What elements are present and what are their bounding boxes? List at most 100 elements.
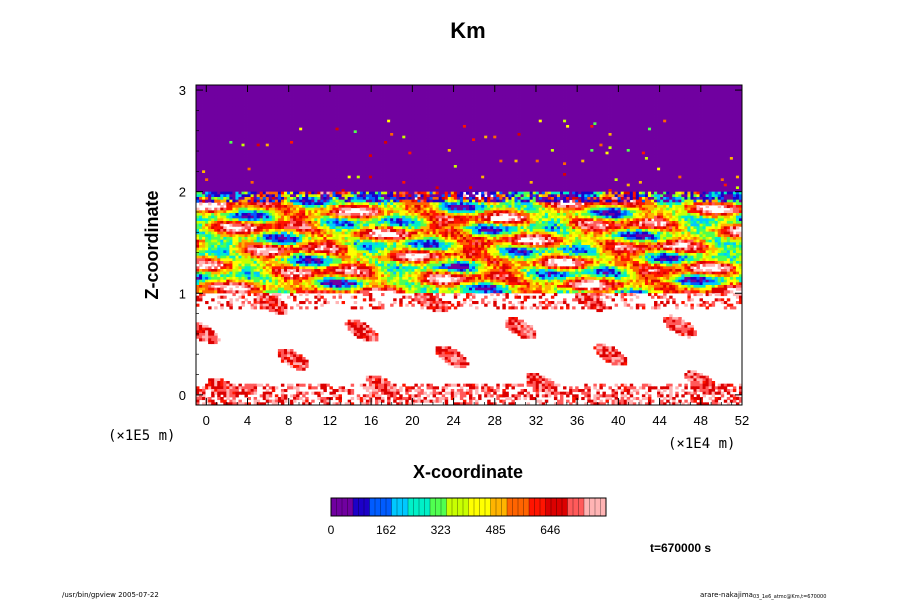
heatmap-cell (711, 109, 716, 113)
heatmap-cell (702, 130, 706, 134)
heatmap-cell (402, 138, 406, 142)
heatmap-cell (262, 114, 267, 118)
heatmap-cell (217, 127, 221, 131)
heatmap-cell (435, 149, 440, 153)
heatmap-cell (247, 95, 251, 99)
heatmap-cell (290, 90, 294, 94)
heatmap-cell (617, 114, 622, 118)
heatmap-cell (720, 117, 725, 121)
heatmap-cell (541, 138, 546, 142)
heatmap-cell (271, 143, 276, 147)
heatmap-cell (620, 93, 625, 97)
heatmap-cell (723, 90, 728, 94)
heatmap-cell (253, 117, 258, 121)
heatmap-cell (447, 133, 452, 137)
heatmap-cell (596, 154, 600, 158)
heatmap-cell (356, 122, 361, 126)
heatmap-cell (414, 157, 418, 161)
heatmap-cell (666, 127, 670, 131)
heatmap-cell (259, 138, 264, 142)
heatmap-cell (453, 135, 458, 139)
heatmap-cell (311, 143, 315, 147)
heatmap-cell (593, 95, 597, 99)
heatmap-cell (362, 98, 367, 102)
heatmap-cell (302, 157, 306, 161)
heatmap-cell (723, 133, 728, 137)
heatmap-cell (317, 135, 321, 139)
heatmap-cell (335, 151, 339, 155)
heatmap-cell (441, 149, 446, 153)
heatmap-cell (526, 157, 531, 161)
heatmap-cell (450, 103, 455, 107)
heatmap-cell (320, 143, 324, 147)
heatmap-cell (608, 151, 612, 155)
heatmap-cell (496, 93, 500, 97)
heatmap-cell (420, 122, 424, 126)
heatmap-cell (199, 101, 203, 105)
heatmap-cell (320, 101, 324, 105)
heatmap-cell (335, 130, 339, 134)
heatmap-cell (359, 106, 364, 110)
heatmap-cell (681, 122, 685, 126)
heatmap-cell (572, 93, 576, 97)
heatmap-cell (663, 138, 667, 142)
heatmap-cell (256, 149, 261, 153)
heatmap-cell (280, 143, 285, 147)
heatmap-cell (563, 85, 567, 89)
heatmap-cell (705, 111, 710, 115)
heatmap-cell (617, 111, 622, 115)
heatmap-cell (408, 85, 412, 89)
heatmap-cell (199, 106, 203, 110)
heatmap-cell (638, 87, 643, 91)
heatmap-cell (705, 138, 710, 142)
heatmap-cell (678, 90, 682, 94)
heatmap-cell (472, 98, 476, 102)
heatmap-cell (235, 98, 239, 102)
heatmap-cell (611, 87, 615, 91)
heatmap-cell (614, 85, 619, 89)
heatmap-cell (253, 151, 258, 155)
heatmap-cell (250, 93, 255, 97)
heatmap-cell (620, 151, 625, 155)
heatmap-cell (332, 146, 336, 150)
heatmap-cell (450, 151, 455, 155)
heatmap-cell (332, 85, 336, 89)
heatmap-cell (226, 111, 230, 115)
heatmap-cell (484, 151, 488, 155)
heatmap-cell (387, 125, 391, 129)
heatmap-cell (693, 146, 697, 150)
heatmap-cell (693, 138, 697, 142)
heatmap-cell (226, 141, 230, 145)
heatmap-cell (581, 122, 585, 126)
heatmap-cell (553, 114, 558, 118)
heatmap-cell (593, 143, 597, 147)
heatmap-cell (635, 114, 640, 118)
heatmap-cell (511, 138, 515, 142)
heatmap-cell (268, 101, 273, 105)
heatmap-cell (384, 98, 388, 102)
heatmap-cell (453, 141, 458, 145)
heatmap-cell (244, 111, 248, 115)
heatmap-cell (547, 135, 552, 139)
heatmap-cell (556, 117, 561, 121)
heatmap-cell (235, 138, 239, 142)
heatmap-cell (632, 90, 637, 94)
heatmap-cell (274, 98, 279, 102)
heatmap-cell (399, 157, 403, 161)
heatmap-cell (529, 101, 534, 105)
heatmap-cell (287, 103, 291, 107)
heatmap-cell (505, 133, 509, 137)
heatmap-cell (590, 122, 594, 126)
heatmap-cell (654, 146, 658, 150)
heatmap-cell (320, 87, 324, 91)
heatmap-cell (244, 125, 248, 129)
heatmap-cell (226, 138, 230, 142)
heatmap-cell (520, 149, 524, 153)
heatmap-cell (502, 109, 506, 113)
heatmap-cell (605, 154, 609, 158)
heatmap-cell (365, 109, 370, 113)
heatmap-cell (553, 130, 558, 134)
heatmap-cell (220, 125, 224, 129)
heatmap-cell (520, 143, 524, 147)
heatmap-cell (623, 85, 628, 89)
